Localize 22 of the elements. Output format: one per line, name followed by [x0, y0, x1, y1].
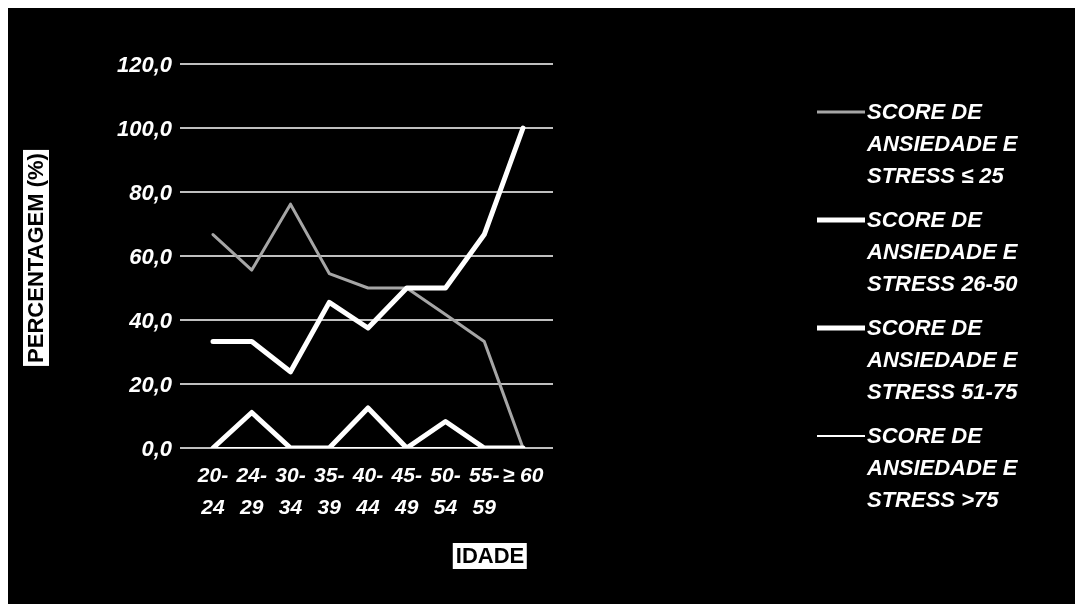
- y-tick-label: 20,0: [128, 371, 173, 397]
- y-axis-title: PERCENTAGEM (%): [23, 150, 49, 366]
- x-tick-label: 35-39: [314, 463, 345, 518]
- legend-label: SCORE DE ANSIEDADE E STRESS 26-50: [867, 206, 1019, 298]
- y-tick-label: 40,0: [128, 307, 173, 333]
- legend-label: SCORE DE ANSIEDADE E STRESS >75: [867, 422, 1019, 514]
- y-tick-label: 80,0: [129, 179, 173, 205]
- y-tick-label: 60,0: [129, 243, 173, 269]
- x-tick-label: 45-49: [390, 463, 422, 518]
- x-tick-label: 40-44: [351, 463, 384, 518]
- x-axis-title: IDADE: [452, 543, 528, 569]
- x-tick-label: 24-29: [235, 463, 267, 518]
- legend-label: SCORE DE ANSIEDADE E STRESS ≤ 25: [867, 98, 1019, 190]
- y-tick-label: 100,0: [116, 115, 173, 141]
- y-tick-label: 120,0: [116, 51, 173, 77]
- y-tick-label: 0,0: [141, 435, 173, 461]
- x-tick-label: 50-54: [430, 463, 461, 518]
- x-tick-label: 55-59: [469, 463, 500, 518]
- x-tick-label: 30-34: [275, 463, 306, 518]
- legend-label: SCORE DE ANSIEDADE E STRESS 51-75: [867, 314, 1019, 406]
- x-tick-label: 20-24: [196, 463, 229, 518]
- x-tick-label: ≥ 60: [502, 463, 544, 486]
